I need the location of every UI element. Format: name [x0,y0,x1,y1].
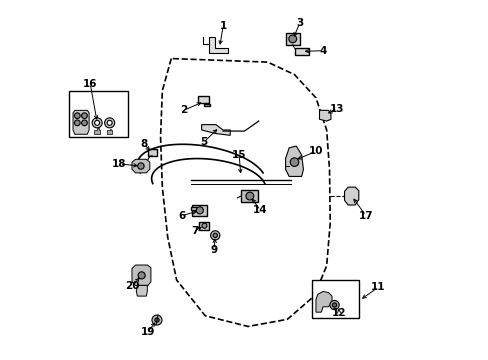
Polygon shape [136,285,147,296]
Circle shape [138,163,144,169]
FancyBboxPatch shape [69,91,128,137]
Polygon shape [344,187,358,205]
Polygon shape [201,125,230,135]
Polygon shape [107,129,112,134]
Text: 9: 9 [210,245,217,255]
FancyBboxPatch shape [312,280,358,318]
Circle shape [245,192,253,200]
Circle shape [332,303,336,307]
Circle shape [152,315,162,325]
Polygon shape [204,104,209,107]
Circle shape [202,223,206,228]
Circle shape [196,207,203,214]
Polygon shape [132,159,149,173]
Polygon shape [319,111,330,121]
Polygon shape [94,127,100,134]
Circle shape [290,158,298,166]
Text: 16: 16 [83,78,97,89]
Text: 13: 13 [329,104,344,113]
Circle shape [329,300,339,310]
Text: 2: 2 [180,105,187,115]
Text: 5: 5 [200,138,206,148]
Polygon shape [294,48,308,55]
Text: 20: 20 [124,282,139,292]
Text: 6: 6 [178,211,185,221]
Text: 11: 11 [370,282,385,292]
Polygon shape [192,204,207,216]
Text: 10: 10 [308,147,323,157]
Text: 4: 4 [319,46,326,56]
Polygon shape [147,149,157,156]
Text: 14: 14 [253,205,267,215]
Text: 17: 17 [358,211,372,221]
Circle shape [138,272,145,279]
Polygon shape [315,292,331,312]
Polygon shape [190,207,197,210]
Circle shape [92,118,102,128]
Circle shape [213,233,217,238]
Text: 19: 19 [141,327,155,337]
Polygon shape [285,146,303,176]
Circle shape [95,120,100,125]
Polygon shape [208,37,228,53]
Circle shape [155,318,159,322]
Polygon shape [73,111,89,134]
Text: 18: 18 [112,159,126,169]
Circle shape [210,231,220,240]
Text: 12: 12 [331,308,346,318]
Text: 7: 7 [190,226,198,236]
Circle shape [74,113,80,118]
Text: 1: 1 [219,21,226,31]
Circle shape [81,113,87,118]
Circle shape [107,120,112,125]
Text: 15: 15 [231,150,246,160]
Text: 8: 8 [140,139,147,149]
Text: 3: 3 [296,18,303,28]
Circle shape [104,118,114,128]
Polygon shape [241,190,258,202]
Polygon shape [285,33,299,45]
Circle shape [81,120,87,126]
Circle shape [288,35,296,43]
Polygon shape [199,222,209,230]
Polygon shape [198,96,208,103]
Polygon shape [132,265,151,285]
Circle shape [74,120,80,126]
